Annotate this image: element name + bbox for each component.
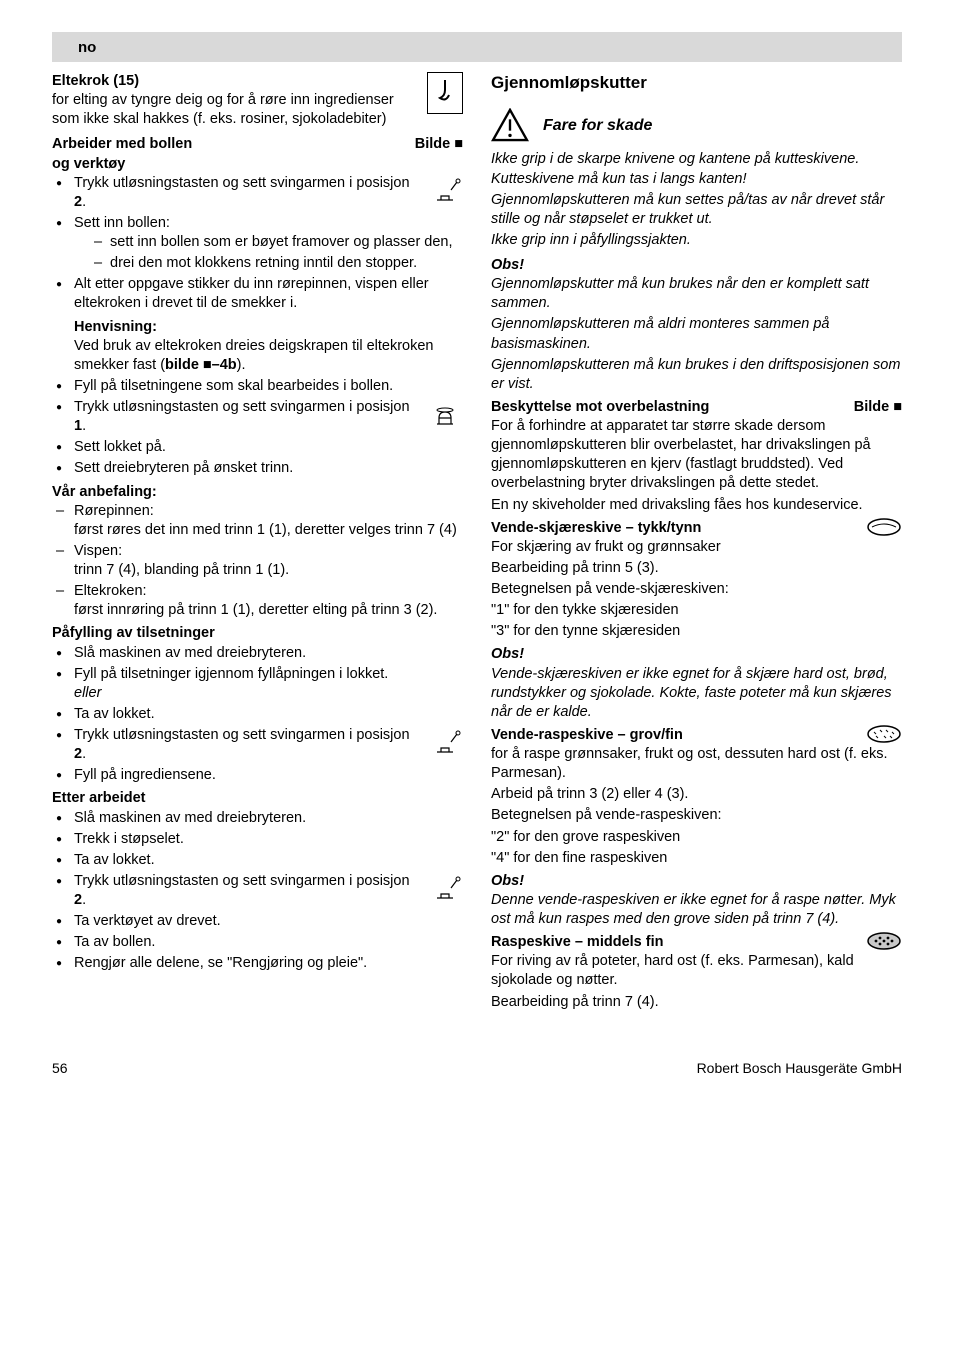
heading-etter: Etter arbeidet <box>52 789 463 808</box>
bilde-ref2: Bilde ■ <box>854 398 902 417</box>
rs1: For riving av rå poteter, hard ost (f. e… <box>491 952 902 990</box>
heading-vende-skjaere: Vende-skjæreskive – tykk/tynn <box>491 519 902 538</box>
obs2-p: Vende-skjæreskiven er ikke egnet for å s… <box>491 665 902 722</box>
header-bar: no <box>52 32 902 62</box>
list-item: Alt etter oppgave stikker du inn rørepin… <box>52 275 463 375</box>
beskyttelse-p2: En ny skiveholder med drivaksling fåes h… <box>491 496 902 515</box>
page-footer: 56 Robert Bosch Hausgeräte GmbH <box>52 1060 902 1076</box>
list-item: Trykk utløsningstasten og sett svingarme… <box>52 174 463 212</box>
vr5: "4" for den fine raspeskiven <box>491 849 902 868</box>
page-number: 56 <box>52 1060 68 1076</box>
heading-arbeider-l2: og verktøy <box>52 156 125 172</box>
pafylling-list2: Trykk utløsningstasten og sett svingarme… <box>52 726 463 785</box>
warn-p1: Ikke grip i de skarpe knivene og kantene… <box>491 150 902 188</box>
list-item: Fyll på tilsetningene som skal bearbeide… <box>52 377 463 396</box>
list-item: Ta verktøyet av drevet. <box>52 912 463 931</box>
eltekrok-desc: for elting av tyngre deig og for å røre … <box>52 91 463 129</box>
vr3: Betegnelsen på vende-raspeskiven: <box>491 806 902 825</box>
heading-gjennom: Gjennomløpskutter <box>491 72 902 94</box>
list-item: Fyll på tilsetninger igjennom fyllåpning… <box>52 665 463 703</box>
eller-text: eller <box>74 684 463 703</box>
etter-list: Slå maskinen av med dreiebryteren. Trekk… <box>52 809 463 870</box>
list-item: Rørepinnen:først røres det inn med trinn… <box>52 502 463 540</box>
list-item: Rengjør alle delene, se "Rengjøring og p… <box>52 954 463 973</box>
list-item: Trykk utløsningstasten og sett svingarme… <box>52 726 463 764</box>
vr2: Arbeid på trinn 3 (2) eller 4 (3). <box>491 785 902 804</box>
left-column: Eltekrok (15) for elting av tyngre deig … <box>52 72 463 1014</box>
list-item: sett inn bollen som er bøyet framover og… <box>74 233 463 252</box>
vr1: for å raspe grønnsaker, frukt og ost, de… <box>491 745 902 783</box>
list-item: Ta av bollen. <box>52 933 463 952</box>
list-item: Slå maskinen av med dreiebryteren. <box>52 644 463 663</box>
heading-vende-raspe: Vende-raspeskive – grov/fin <box>491 726 902 745</box>
henvisning-label: Henvisning: <box>74 318 463 337</box>
heading-beskyttelse: Beskyttelse mot overbelastning <box>491 398 709 417</box>
obs2-label: Obs! <box>491 645 902 664</box>
heading-anbefaling: Vår anbefaling: <box>52 483 463 502</box>
heading-arbeider-row: Arbeider med bollen og verktøy Bilde ■ <box>52 135 463 173</box>
heading-beskyttelse-row: Beskyttelse mot overbelastning Bilde ■ <box>491 398 902 417</box>
list-item: Sett inn bollen: sett inn bollen som er … <box>52 214 463 273</box>
vs5: "3" for den tynne skjæresiden <box>491 622 902 641</box>
obs1-label: Obs! <box>491 256 902 275</box>
slice-disc-icon <box>866 517 902 537</box>
warning-icon <box>491 108 529 142</box>
language-code: no <box>78 39 96 56</box>
list-item: Trykk utløsningstasten og sett svingarme… <box>52 872 463 910</box>
heading-arbeider-l1: Arbeider med bollen <box>52 136 192 152</box>
list-item: Sett dreiebryteren på ønsket trinn. <box>52 459 463 478</box>
list-item: Fyll på ingrediensene. <box>52 766 463 785</box>
vs3: Betegnelsen på vende-skjæreskiven: <box>491 580 902 599</box>
list-item: drei den mot klokkens retning inntil den… <box>74 254 463 273</box>
company-name: Robert Bosch Hausgeräte GmbH <box>697 1060 902 1076</box>
henvisning-text: Ved bruk av eltekroken dreies deigskrape… <box>74 337 463 375</box>
sublist: sett inn bollen som er bøyet framover og… <box>74 233 463 273</box>
content-columns: Eltekrok (15) for elting av tyngre deig … <box>52 72 902 1014</box>
warn-p2: Gjennomløpskutteren må kun settes på/tas… <box>491 191 902 229</box>
warning-title: Fare for skade <box>543 115 652 136</box>
list-item: Trykk utløsningstasten og sett svingarme… <box>52 398 463 436</box>
obs1-p1: Gjennomløpskutter må kun brukes når den … <box>491 275 902 313</box>
rs2: Bearbeiding på trinn 7 (4). <box>491 993 902 1012</box>
list-item: Eltekroken:først innrøring på trinn 1 (1… <box>52 582 463 620</box>
list-item: Ta av lokket. <box>52 851 463 870</box>
vs1: For skjæring av frukt og grønnsaker <box>491 538 902 557</box>
grate-disc-icon <box>866 724 902 744</box>
bilde-ref: Bilde ■ <box>415 135 463 154</box>
obs1-p3: Gjennomløpskutteren må kun brukes i den … <box>491 356 902 394</box>
list-item: Ta av lokket. <box>52 705 463 724</box>
vs2: Bearbeiding på trinn 5 (3). <box>491 559 902 578</box>
warning-row: Fare for skade <box>491 108 902 142</box>
manual-page: no Eltekrok (15) for elting av tyngre de… <box>0 0 954 1104</box>
heading-pafylling: Påfylling av tilsetninger <box>52 624 463 643</box>
list-item: Trekk i støpselet. <box>52 830 463 849</box>
beskyttelse-p1: For å forhindre at apparatet tar større … <box>491 417 902 494</box>
list-item: Sett lokket på. <box>52 438 463 457</box>
etter-list2: Trykk utløsningstasten og sett svingarme… <box>52 872 463 974</box>
obs3-p: Denne vende-raspeskiven er ikke egnet fo… <box>491 891 902 929</box>
heading-raspeskive: Raspeskive – middels fin <box>491 933 902 952</box>
medium-disc-icon <box>866 931 902 951</box>
hook-icon <box>427 72 463 114</box>
pafylling-list: Slå maskinen av med dreiebryteren. Fyll … <box>52 644 463 725</box>
arbeider-list: Trykk utløsningstasten og sett svingarme… <box>52 174 463 396</box>
anbefaling-list: Rørepinnen:først røres det inn med trinn… <box>52 502 463 621</box>
list-item: Vispen:trinn 7 (4), blanding på trinn 1 … <box>52 542 463 580</box>
arbeider-list2: Trykk utløsningstasten og sett svingarme… <box>52 398 463 479</box>
right-column: Gjennomløpskutter Fare for skade Ikke gr… <box>491 72 902 1014</box>
warn-p3: Ikke grip inn i påfyllingssjakten. <box>491 231 902 250</box>
heading-eltekrok: Eltekrok (15) <box>52 72 463 91</box>
vr4: "2" for den grove raspeskiven <box>491 828 902 847</box>
list-item: Slå maskinen av med dreiebryteren. <box>52 809 463 828</box>
obs3-label: Obs! <box>491 872 902 891</box>
vs4: "1" for den tykke skjæresiden <box>491 601 902 620</box>
heading-arbeider: Arbeider med bollen og verktøy <box>52 135 192 173</box>
obs1-p2: Gjennomløpskutteren må aldri monteres sa… <box>491 315 902 353</box>
